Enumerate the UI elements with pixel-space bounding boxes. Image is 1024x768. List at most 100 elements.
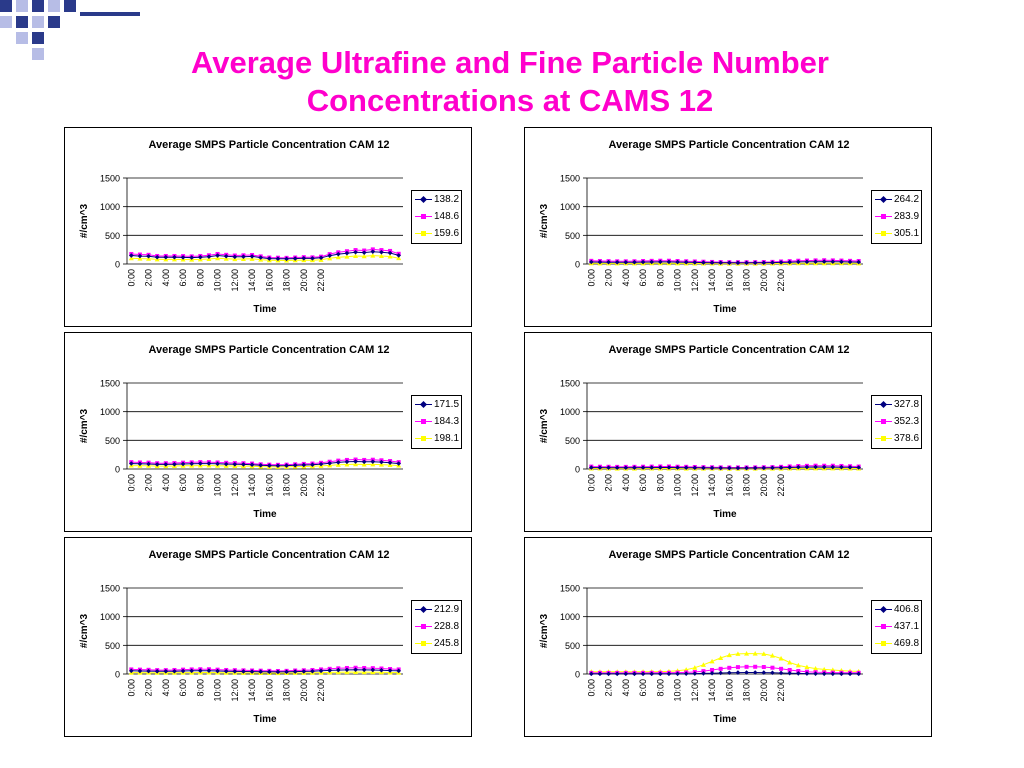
legend-label: 264.2 bbox=[894, 194, 920, 205]
x-tick-label: 16:00 bbox=[264, 474, 274, 497]
x-tick-label: 20:00 bbox=[299, 474, 309, 497]
data-point-s1 bbox=[129, 668, 134, 674]
data-point-s1 bbox=[163, 669, 169, 674]
x-tick-label: 12:00 bbox=[690, 269, 700, 292]
data-point-s2 bbox=[779, 666, 784, 671]
data-point-s1 bbox=[727, 670, 732, 676]
x-tick-label: 4:00 bbox=[161, 269, 171, 287]
data-point-s1 bbox=[154, 254, 160, 260]
y-axis-label: #/cm^3 bbox=[79, 613, 90, 648]
data-point-s1 bbox=[379, 459, 384, 465]
x-tick-label: 6:00 bbox=[638, 679, 648, 697]
legend-label: 283.9 bbox=[894, 211, 920, 222]
y-axis-label: #/cm^3 bbox=[79, 203, 90, 238]
x-tick-label: 18:00 bbox=[282, 269, 292, 292]
y-tick-label: 500 bbox=[105, 231, 120, 241]
x-tick-label: 22:00 bbox=[316, 679, 326, 702]
legend-label: 171.5 bbox=[434, 399, 460, 410]
y-tick-label: 1500 bbox=[100, 584, 120, 594]
data-point-s1 bbox=[180, 255, 186, 260]
legend-label: 245.8 bbox=[434, 638, 460, 649]
deco-square bbox=[48, 16, 60, 28]
data-point-s1 bbox=[206, 668, 212, 674]
legend-item: 198.1 bbox=[412, 431, 461, 447]
data-point-s1 bbox=[318, 255, 324, 261]
legend-swatch bbox=[875, 602, 893, 618]
deco-square bbox=[64, 0, 76, 12]
x-tick-label: 14:00 bbox=[707, 474, 717, 497]
chart-panel-3: Average SMPS Particle Concentration CAM … bbox=[64, 332, 472, 532]
x-tick-label: 4:00 bbox=[161, 474, 171, 492]
x-tick-label: 20:00 bbox=[299, 269, 309, 292]
data-point-s1 bbox=[761, 670, 767, 675]
x-tick-label: 10:00 bbox=[673, 679, 683, 702]
data-point-s3 bbox=[752, 651, 758, 656]
y-tick-label: 0 bbox=[575, 465, 580, 475]
y-tick-label: 0 bbox=[115, 260, 120, 270]
legend-item: 283.9 bbox=[872, 209, 921, 225]
deco-bar bbox=[80, 12, 140, 16]
legend: 406.8 437.1 469.8 bbox=[871, 600, 922, 654]
x-tick-label: 4:00 bbox=[161, 679, 171, 697]
x-tick-label: 12:00 bbox=[230, 269, 240, 292]
data-point-s1 bbox=[796, 671, 801, 676]
x-tick-label: 18:00 bbox=[742, 474, 752, 497]
legend-item: 148.6 bbox=[412, 209, 461, 225]
legend-item: 171.5 bbox=[412, 397, 461, 413]
data-point-s1 bbox=[284, 463, 289, 468]
x-tick-label: 4:00 bbox=[621, 474, 631, 492]
data-point-s1 bbox=[146, 253, 151, 259]
x-tick-label: 2:00 bbox=[144, 474, 154, 492]
legend-swatch bbox=[875, 192, 893, 208]
legend-swatch bbox=[415, 431, 433, 447]
data-point-s1 bbox=[752, 670, 758, 675]
legend-item: 378.6 bbox=[872, 431, 921, 447]
data-point-s1 bbox=[327, 668, 332, 673]
data-point-s1 bbox=[284, 669, 289, 675]
y-tick-label: 1000 bbox=[560, 202, 580, 212]
data-point-s1 bbox=[744, 670, 749, 675]
data-point-s1 bbox=[154, 462, 160, 467]
data-point-s1 bbox=[396, 253, 401, 258]
x-tick-label: 22:00 bbox=[316, 474, 326, 497]
data-point-s1 bbox=[163, 254, 169, 260]
data-point-s3 bbox=[387, 253, 393, 259]
data-point-s3 bbox=[726, 652, 732, 658]
data-point-s1 bbox=[847, 259, 853, 265]
data-point-s1 bbox=[361, 459, 367, 465]
legend-item: 437.1 bbox=[872, 619, 921, 635]
chart-svg: Average SMPS Particle Concentration CAM … bbox=[539, 344, 863, 520]
data-point-s1 bbox=[396, 668, 401, 674]
data-point-s1 bbox=[163, 462, 169, 467]
x-tick-label: 6:00 bbox=[178, 474, 188, 492]
legend-label: 352.3 bbox=[894, 416, 920, 427]
x-tick-label: 12:00 bbox=[230, 474, 240, 497]
data-point-s3 bbox=[361, 253, 367, 259]
legend-item: 228.8 bbox=[412, 619, 461, 635]
legend: 327.8 352.3 378.6 bbox=[871, 395, 922, 449]
slide-title-line2: Concentrations at CAMS 12 bbox=[306, 83, 714, 118]
data-point-s1 bbox=[370, 459, 376, 464]
deco-square bbox=[32, 48, 44, 60]
legend-swatch bbox=[875, 397, 893, 413]
data-point-s1 bbox=[787, 465, 792, 470]
data-point-s1 bbox=[267, 256, 272, 261]
x-tick-label: 6:00 bbox=[178, 269, 188, 287]
data-point-s1 bbox=[292, 462, 298, 468]
y-tick-label: 1000 bbox=[560, 612, 580, 622]
legend-label: 159.6 bbox=[434, 228, 460, 239]
legend-item: 406.8 bbox=[872, 602, 921, 618]
legend-item: 212.9 bbox=[412, 602, 461, 618]
data-point-s1 bbox=[310, 256, 315, 261]
data-point-s1 bbox=[301, 255, 307, 261]
legend-label: 327.8 bbox=[894, 399, 920, 410]
data-point-s1 bbox=[344, 459, 350, 465]
x-tick-label: 18:00 bbox=[742, 269, 752, 292]
y-tick-label: 1000 bbox=[100, 612, 120, 622]
x-tick-label: 0:00 bbox=[586, 679, 596, 697]
data-point-s1 bbox=[275, 256, 281, 262]
data-point-s1 bbox=[189, 255, 194, 260]
data-point-s1 bbox=[344, 667, 350, 673]
x-tick-label: 10:00 bbox=[213, 474, 223, 497]
data-point-s1 bbox=[198, 461, 203, 466]
